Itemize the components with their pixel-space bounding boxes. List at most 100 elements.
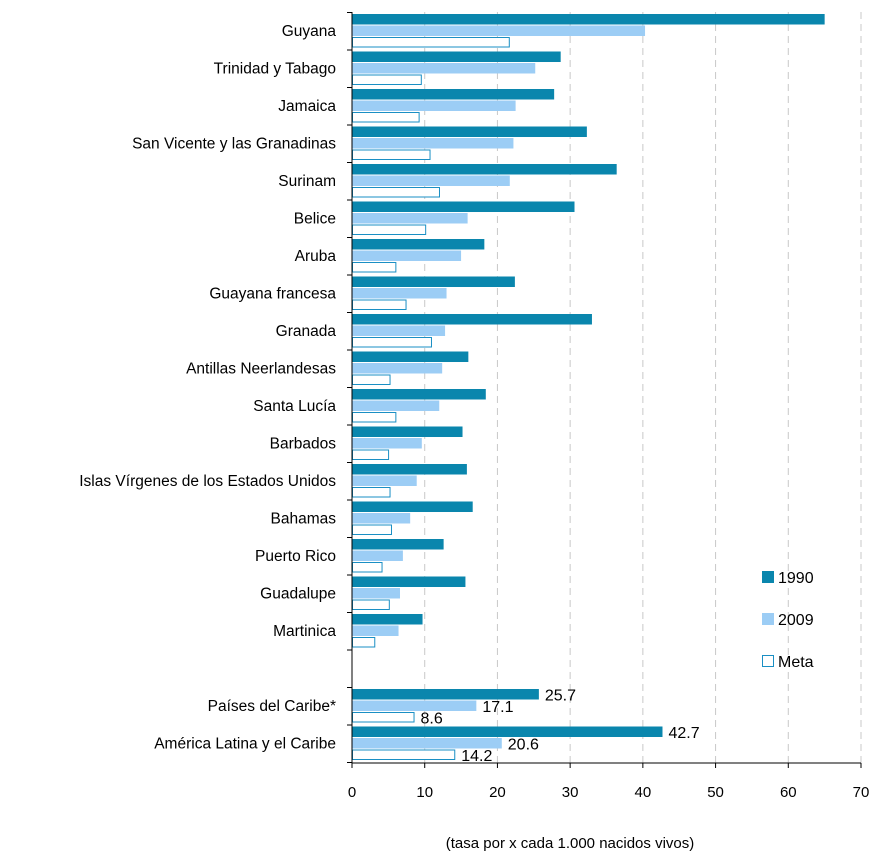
- data-label-2009-18: 17.1: [482, 699, 513, 716]
- tick-labels: 0 10 20 30 40 50 60 70: [348, 784, 870, 801]
- data-labels: 25.7 17.1 8.6 42.7 20.6 14.2: [421, 687, 700, 765]
- category-label-0: Guyana: [282, 23, 337, 40]
- bar-Meta-19: [352, 749, 456, 760]
- x-tick-label-70: 70: [853, 784, 870, 801]
- bar-1990-3: [352, 126, 587, 137]
- x-tick-label-30: 30: [562, 784, 579, 801]
- bar-2009-9: [352, 363, 443, 374]
- category-label-10: Santa Lucía: [253, 398, 336, 415]
- bar-2009-14: [352, 550, 403, 561]
- x-tick-label-20: 20: [489, 784, 506, 801]
- bar-Meta-8: [352, 337, 432, 348]
- bar-1990-0: [352, 14, 825, 25]
- bar-2009-15: [352, 588, 400, 599]
- bar-2009-19: [352, 738, 502, 749]
- category-label-11: Barbados: [270, 436, 337, 453]
- category-labels: Guyana Trinidad y Tabago Jamaica San Vicent…: [79, 23, 336, 753]
- category-label-13: Bahamas: [271, 511, 337, 528]
- category-label-9: Antillas Neerlandesas: [186, 361, 336, 378]
- bar-Meta-12: [352, 487, 391, 498]
- category-label-18: Países del Caribe*: [208, 698, 336, 715]
- x-tick-label-10: 10: [416, 784, 433, 801]
- category-label-4: Surinam: [278, 173, 336, 190]
- legend-label-1990: 1990: [778, 570, 814, 587]
- x-tick-label-60: 60: [780, 784, 797, 801]
- category-label-7: Guayana francesa: [209, 286, 336, 303]
- category-label-8: Granada: [276, 323, 337, 340]
- legend-swatch-2009: [762, 613, 774, 625]
- category-label-15: Guadalupe: [260, 586, 336, 603]
- bar-2009-10: [352, 400, 440, 411]
- bar-2009-5: [352, 213, 468, 224]
- bars: [352, 14, 825, 760]
- legend-label-2009: 2009: [778, 612, 814, 629]
- bar-1990-11: [352, 426, 463, 437]
- x-tick-label-40: 40: [635, 784, 652, 801]
- bar-1990-15: [352, 576, 466, 587]
- legend-swatch-1990: [762, 571, 774, 583]
- category-label-16: Martinica: [273, 623, 336, 640]
- category-label-3: San Vicente y las Granadinas: [132, 136, 336, 153]
- x-axis-title: (tasa por x cada 1.000 nacidos vivos): [446, 835, 694, 852]
- bar-1990-12: [352, 464, 467, 475]
- data-label-Meta-18: 8.6: [421, 710, 443, 727]
- bar-1990-8: [352, 314, 592, 325]
- bar-2009-7: [352, 288, 447, 299]
- bar-Meta-10: [352, 412, 397, 423]
- bar-Meta-11: [352, 449, 390, 460]
- bar-2009-18: [352, 700, 477, 711]
- bar-1990-4: [352, 164, 617, 175]
- bar-1990-16: [352, 614, 423, 625]
- bar-2009-4: [352, 175, 510, 186]
- bar-Meta-4: [352, 187, 440, 198]
- bar-1990-5: [352, 201, 575, 212]
- bar-2009-6: [352, 250, 462, 261]
- bar-2009-3: [352, 138, 514, 149]
- bar-2009-8: [352, 325, 446, 336]
- data-label-1990-19: 42.7: [668, 725, 699, 742]
- bar-2009-2: [352, 100, 516, 111]
- bar-Meta-13: [352, 524, 392, 535]
- legend: 1990 2009 Meta: [762, 570, 814, 671]
- bar-Meta-9: [352, 374, 391, 385]
- bar-1990-6: [352, 239, 485, 250]
- bar-1990-1: [352, 51, 561, 62]
- bar-2009-13: [352, 513, 411, 524]
- category-label-19: América Latina y el Caribe: [154, 736, 336, 753]
- data-label-1990-18: 25.7: [545, 687, 576, 704]
- x-tick-label-0: 0: [348, 784, 356, 801]
- bar-Meta-18: [352, 712, 415, 723]
- data-label-2009-19: 20.6: [508, 736, 539, 753]
- bar-Meta-6: [352, 262, 397, 273]
- bar-2009-0: [352, 25, 646, 36]
- bar-1990-9: [352, 351, 469, 362]
- bar-Meta-7: [352, 299, 407, 310]
- bar-2009-12: [352, 475, 417, 486]
- bar-Meta-0: [352, 37, 510, 48]
- bar-1990-10: [352, 389, 486, 400]
- bar-1990-18: [352, 689, 539, 700]
- category-label-1: Trinidad y Tabago: [214, 61, 336, 78]
- category-label-2: Jamaica: [278, 98, 336, 115]
- legend-label-Meta: Meta: [778, 654, 814, 671]
- gridlines: [424, 12, 862, 763]
- bar-Meta-15: [352, 599, 390, 610]
- bar-2009-16: [352, 625, 399, 636]
- bar-Meta-2: [352, 112, 420, 123]
- bar-Meta-14: [352, 562, 383, 573]
- category-label-6: Aruba: [295, 248, 337, 265]
- bar-1990-2: [352, 89, 555, 100]
- axes: [347, 12, 862, 768]
- category-label-12: Islas Vírgenes de los Estados Unidos: [79, 473, 336, 490]
- bar-2009-1: [352, 63, 536, 74]
- data-label-Meta-19: 14.2: [461, 748, 492, 765]
- bar-Meta-16: [352, 637, 376, 648]
- bar-Meta-1: [352, 74, 422, 85]
- category-label-14: Puerto Rico: [255, 548, 336, 565]
- bar-1990-7: [352, 276, 515, 287]
- bar-1990-19: [352, 726, 663, 737]
- bar-1990-13: [352, 501, 473, 512]
- bar-Meta-3: [352, 149, 431, 160]
- bar-Meta-5: [352, 224, 427, 235]
